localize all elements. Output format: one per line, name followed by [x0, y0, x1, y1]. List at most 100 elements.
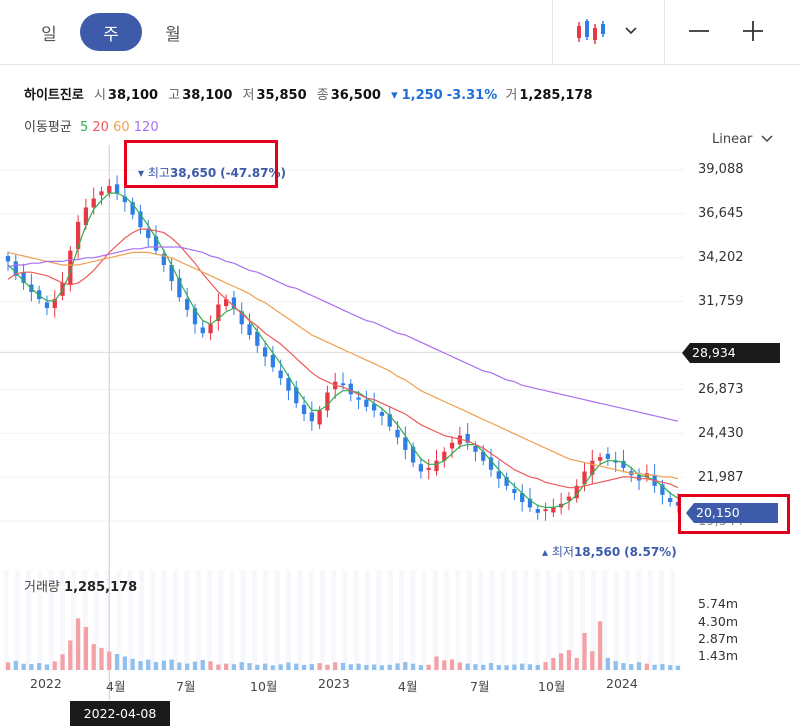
volume-bar	[301, 664, 307, 670]
candle	[21, 272, 26, 283]
ma-5[interactable]: 5	[79, 120, 89, 135]
candlestick-icon[interactable]	[574, 18, 606, 50]
change-pct: -3.31%	[446, 88, 498, 103]
ma-line-5	[7, 192, 679, 508]
candle	[574, 485, 579, 499]
candle	[496, 471, 501, 479]
x-tick: 7월	[470, 679, 490, 694]
volume-bar	[543, 662, 548, 670]
volume-bar	[161, 660, 166, 670]
volume-bar	[247, 663, 252, 670]
candle	[169, 264, 174, 282]
candle	[153, 236, 159, 251]
volume-bar	[13, 660, 18, 670]
volume-label: 거	[505, 88, 518, 103]
ma-60[interactable]: 60	[113, 120, 130, 135]
minus-icon[interactable]	[688, 20, 710, 46]
candle	[107, 185, 112, 193]
y-tick: 39,088	[698, 162, 744, 177]
tab-day[interactable]: 일	[41, 24, 57, 45]
high-marker-pct: (-47.87%)	[220, 166, 287, 180]
volume-bar	[574, 657, 579, 670]
crosshair-price: 28,934	[692, 345, 736, 360]
volume-bar	[75, 618, 81, 670]
high-value: 38,100	[182, 88, 233, 103]
volume-bar	[130, 658, 135, 670]
candle	[504, 477, 509, 486]
low-value: 35,850	[256, 88, 307, 103]
current-price: 20,150	[696, 505, 740, 520]
volume-bar	[185, 663, 190, 670]
volume-bar	[582, 632, 587, 670]
candle	[44, 302, 50, 309]
ma-20[interactable]: 20	[92, 120, 109, 135]
volume-bar	[636, 662, 642, 670]
volume-bar	[644, 663, 649, 670]
volume-tick: 5.74m	[698, 596, 739, 611]
volume-bar	[558, 653, 564, 670]
change-value: 1,250	[401, 88, 443, 103]
candle	[387, 414, 392, 427]
x-tick: 10월	[538, 679, 566, 694]
candle	[582, 471, 587, 485]
tab-month[interactable]: 월	[165, 24, 181, 45]
volume-value: 1,285,178	[519, 88, 593, 103]
volume-bar	[44, 664, 50, 670]
scale-selector[interactable]: Linear	[712, 132, 773, 147]
high-marker-value: 38,650	[169, 166, 217, 180]
moving-average-legend: 이동평균 5 20 60 120	[24, 116, 159, 135]
candle	[449, 442, 455, 449]
volume-bar	[91, 644, 96, 670]
y-tick: 36,645	[698, 206, 744, 221]
candle	[286, 378, 291, 391]
candle	[395, 429, 400, 438]
candle	[457, 435, 463, 445]
candle	[442, 451, 447, 461]
volume-bar	[200, 660, 205, 670]
volume-legend-value: 1,285,178	[64, 580, 138, 595]
candle	[208, 324, 213, 334]
volume-bar	[481, 664, 486, 670]
high-marker: ▾ 최고38,650 (-47.87%)	[138, 164, 286, 181]
ma-120[interactable]: 120	[133, 120, 159, 135]
volume-bar	[512, 664, 517, 670]
candle	[668, 498, 673, 503]
plus-icon[interactable]	[742, 20, 764, 46]
ma-line-20	[7, 228, 679, 489]
candle	[68, 250, 73, 285]
volume-bar	[208, 661, 213, 670]
volume-bar	[192, 661, 198, 670]
volume-bar	[613, 661, 618, 670]
volume-bar	[37, 663, 42, 670]
low-label: 저	[242, 88, 255, 103]
open-label: 시	[93, 88, 106, 103]
candle	[597, 457, 603, 461]
open-value: 38,100	[107, 88, 159, 103]
candle	[270, 354, 276, 368]
tab-week[interactable]: 주	[80, 13, 142, 51]
candle	[481, 451, 486, 461]
candle	[379, 412, 385, 416]
chevron-down-icon	[757, 132, 773, 147]
candle	[262, 347, 268, 357]
volume-bar	[348, 664, 353, 670]
candle	[122, 196, 128, 203]
candle	[590, 460, 595, 475]
candle	[364, 399, 369, 407]
volume-bar	[605, 657, 611, 670]
candle	[348, 383, 353, 395]
header-divider	[0, 64, 800, 65]
candle	[535, 509, 540, 513]
candle	[301, 404, 307, 415]
volume-bar	[504, 665, 509, 670]
volume-bar	[5, 662, 11, 670]
volume-bar	[660, 664, 665, 670]
candle	[255, 331, 260, 346]
ma-label: 이동평균	[24, 120, 72, 135]
crosshair-date: 2022-04-08	[70, 701, 170, 726]
volume-bar	[372, 664, 377, 670]
chevron-down-icon[interactable]	[624, 22, 638, 41]
volume-bar	[262, 663, 268, 670]
volume-bar	[309, 664, 314, 670]
